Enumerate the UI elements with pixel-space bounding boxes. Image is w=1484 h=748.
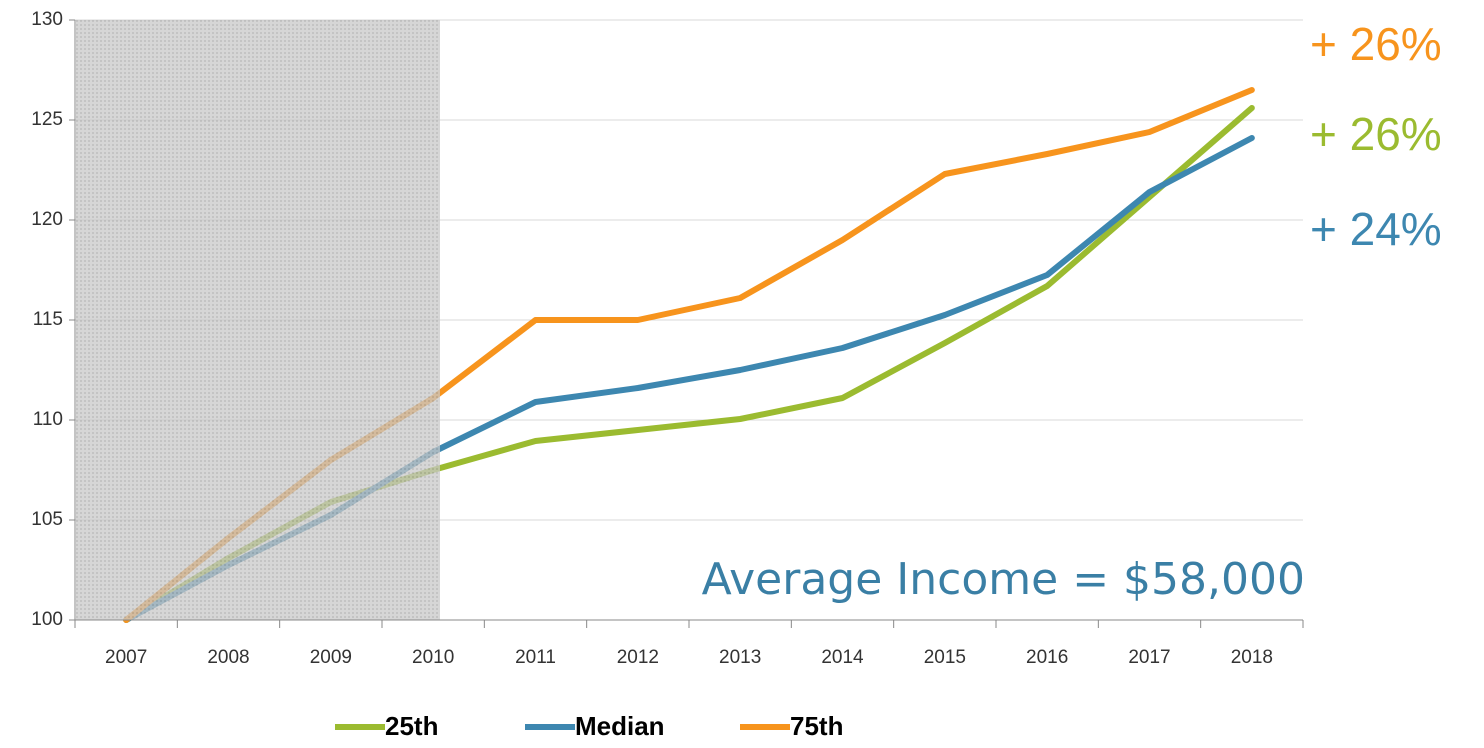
x-tick-label: 2012 [617,647,659,668]
x-tick-label: 2016 [1026,647,1068,668]
x-tick-label: 2018 [1231,647,1273,668]
x-tick-label: 2008 [207,647,249,668]
x-tick-label: 2015 [924,647,966,668]
x-tick-label: 2013 [719,647,761,668]
y-tick-label: 130 [31,9,63,30]
x-tick-label: 2009 [310,647,352,668]
y-tick-label: 120 [31,209,63,230]
axes: 100 105 110 115 120 125 130 2007 2008 2009 2010 201… [31,9,1441,741]
annotation: Average Income = $58,000 [702,554,1305,605]
legend-label: 75th [790,711,843,741]
shaded-period [76,20,440,620]
x-tick-label: 2011 [515,647,556,668]
y-tick-label: 100 [31,609,63,630]
legend-label: Median [575,711,665,741]
y-tick-label: 105 [31,509,63,530]
y-tick-label: 110 [33,409,63,430]
x-tick-label: 2007 [105,647,147,668]
annotation: + 26% [1310,108,1442,160]
legend-label: 25th [385,711,438,741]
x-tick-label: 2010 [412,647,454,668]
y-tick-label: 115 [33,309,63,330]
x-tick-label: 2014 [821,647,864,668]
x-tick-label: 2017 [1128,647,1170,668]
annotation: + 24% [1310,203,1442,255]
y-tick-label: 125 [31,109,63,130]
annotation: + 26% [1310,18,1442,70]
